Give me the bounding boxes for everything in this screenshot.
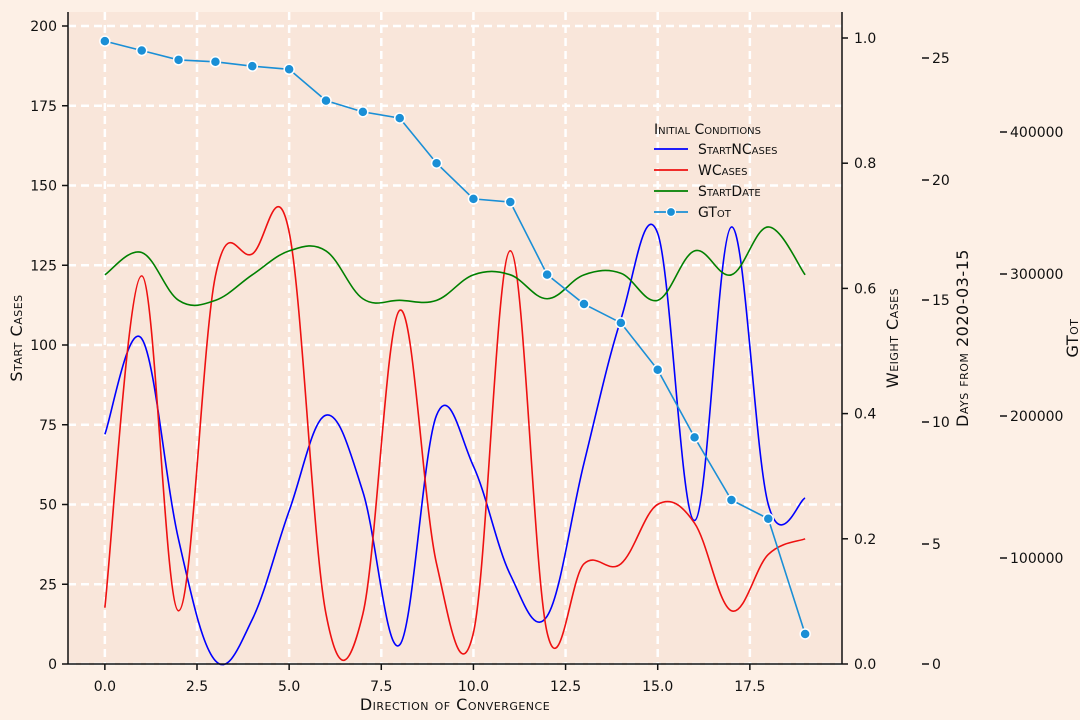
y-tick-label-left: 0: [48, 657, 57, 673]
series-line-wcases: [104, 205, 806, 661]
data-point: [725, 494, 738, 506]
data-point: [283, 63, 295, 76]
y-tick-label-days: 5: [932, 537, 941, 553]
y-tick-label-left: 150: [30, 179, 57, 195]
y-axis-label-weight: Weight Cases: [883, 288, 902, 388]
series-wcases: [104, 205, 806, 661]
data-point: [209, 56, 222, 68]
y-axis-label-left: Start Cases: [7, 294, 26, 381]
data-point: [651, 364, 664, 376]
y-tick-label-weight: 1.0: [854, 31, 876, 47]
y-tick-label-gtot: 400000: [1010, 125, 1063, 141]
data-point: [320, 94, 332, 107]
series-line-startdate: [104, 226, 806, 307]
y-tick-label-days: 20: [932, 173, 950, 189]
y-axis-label-days: Days from 2020-03-15: [953, 249, 972, 427]
y-tick-label-weight: 0.0: [854, 657, 876, 673]
data-point: [762, 513, 775, 525]
series-startdate: [104, 226, 806, 307]
data-point: [504, 196, 517, 208]
y-tick-label-weight: 0.6: [854, 281, 876, 297]
y-tick-label-days: 25: [932, 51, 950, 67]
data-point: [615, 317, 627, 329]
x-tick-label: 0.0: [94, 679, 116, 695]
y-tick-label-left: 200: [30, 19, 57, 35]
legend-item-wcases: WCases: [654, 163, 747, 179]
y-tick-label-left: 175: [30, 99, 57, 115]
data-point: [430, 157, 443, 169]
y-tick-label-left: 100: [30, 338, 57, 354]
legend-label: StartDate: [698, 184, 761, 200]
data-point: [135, 44, 148, 57]
legend-item-startdate: StartDate: [654, 184, 761, 200]
x-tick-label: 15.0: [642, 679, 673, 695]
legend-title: Initial Conditions: [654, 122, 761, 138]
data-point: [467, 193, 480, 205]
y-tick-label-left: 50: [39, 498, 57, 514]
legend-item-startncases: StartNCases: [654, 142, 778, 158]
legend-label: StartNCases: [698, 142, 778, 158]
legend-item-gtot: GTot: [654, 205, 732, 221]
x-tick-label: 12.5: [550, 679, 581, 695]
legend-label: GTot: [698, 205, 732, 221]
legend: Initial Conditions StartNCases WCases Star…: [654, 122, 778, 221]
series-layer: [99, 35, 811, 666]
y-tick-label-gtot: 300000: [1010, 267, 1063, 283]
data-point: [172, 54, 185, 66]
data-point: [541, 268, 553, 281]
y-tick-label-weight: 0.8: [854, 156, 876, 172]
data-point: [393, 112, 406, 124]
x-tick-label: 5.0: [278, 679, 300, 695]
series-line-gtot: [104, 40, 806, 635]
y-tick-label-days: 10: [932, 415, 950, 431]
data-point: [578, 298, 590, 310]
series-gtot: [99, 35, 811, 640]
x-tick-label: 17.5: [734, 679, 765, 695]
x-tick-label: 10.0: [458, 679, 489, 695]
x-axis-label: Direction of Convergence: [360, 695, 550, 714]
legend-label: WCases: [698, 163, 747, 179]
legend-marker: [665, 206, 677, 218]
y-tick-label-left: 125: [30, 258, 57, 274]
data-point: [99, 35, 111, 47]
y-tick-label-days: 0: [932, 657, 941, 673]
y-tick-label-left: 75: [39, 418, 57, 434]
axes: 0.0 2.5 5.0 7.5 10.0 12.5 15.0 17.5025507510012…: [30, 12, 1063, 695]
y-tick-label-gtot: 100000: [1010, 551, 1063, 567]
y-tick-label-days: 15: [932, 293, 950, 309]
data-point: [799, 628, 811, 640]
data-point: [357, 106, 369, 118]
data-point: [246, 60, 259, 72]
data-point: [688, 431, 701, 444]
y-tick-label-gtot: 200000: [1010, 409, 1063, 425]
x-tick-label: 7.5: [370, 679, 392, 695]
y-tick-label-weight: 0.4: [854, 407, 876, 423]
y-axis-label-gtot: GTot: [1063, 319, 1080, 358]
x-tick-label: 2.5: [186, 679, 208, 695]
y-tick-label-weight: 0.2: [854, 532, 876, 548]
y-tick-label-left: 25: [39, 577, 57, 593]
